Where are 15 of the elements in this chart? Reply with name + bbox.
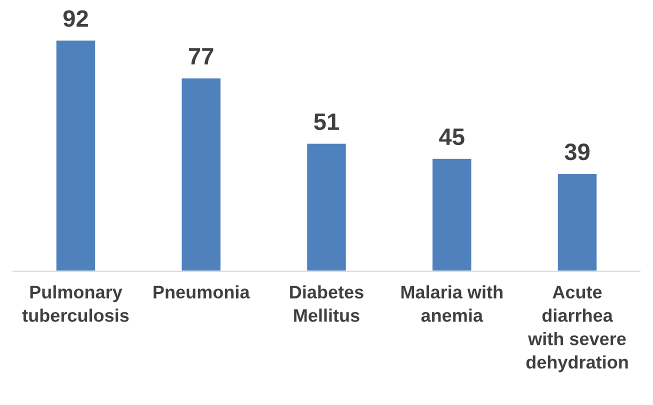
x-tick-label: Diabetes Mellitus <box>290 285 364 322</box>
bar <box>54 39 97 272</box>
bar <box>556 172 598 272</box>
x-tick-label: Malaria with anemia <box>401 285 502 322</box>
data-label: 39 <box>564 144 590 160</box>
bar <box>431 157 473 272</box>
data-label: 51 <box>314 114 339 130</box>
data-label: 45 <box>439 128 464 146</box>
bar <box>180 76 222 272</box>
data-label: 92 <box>63 10 88 27</box>
bar <box>306 142 348 272</box>
x-tick-label: Pneumonia <box>154 285 250 298</box>
x-tick-label: Pulmonary tuberculosis <box>22 285 129 322</box>
x-tick-label: Acute diarrhea with severe dehydration <box>526 286 628 372</box>
data-label: 77 <box>189 48 214 64</box>
